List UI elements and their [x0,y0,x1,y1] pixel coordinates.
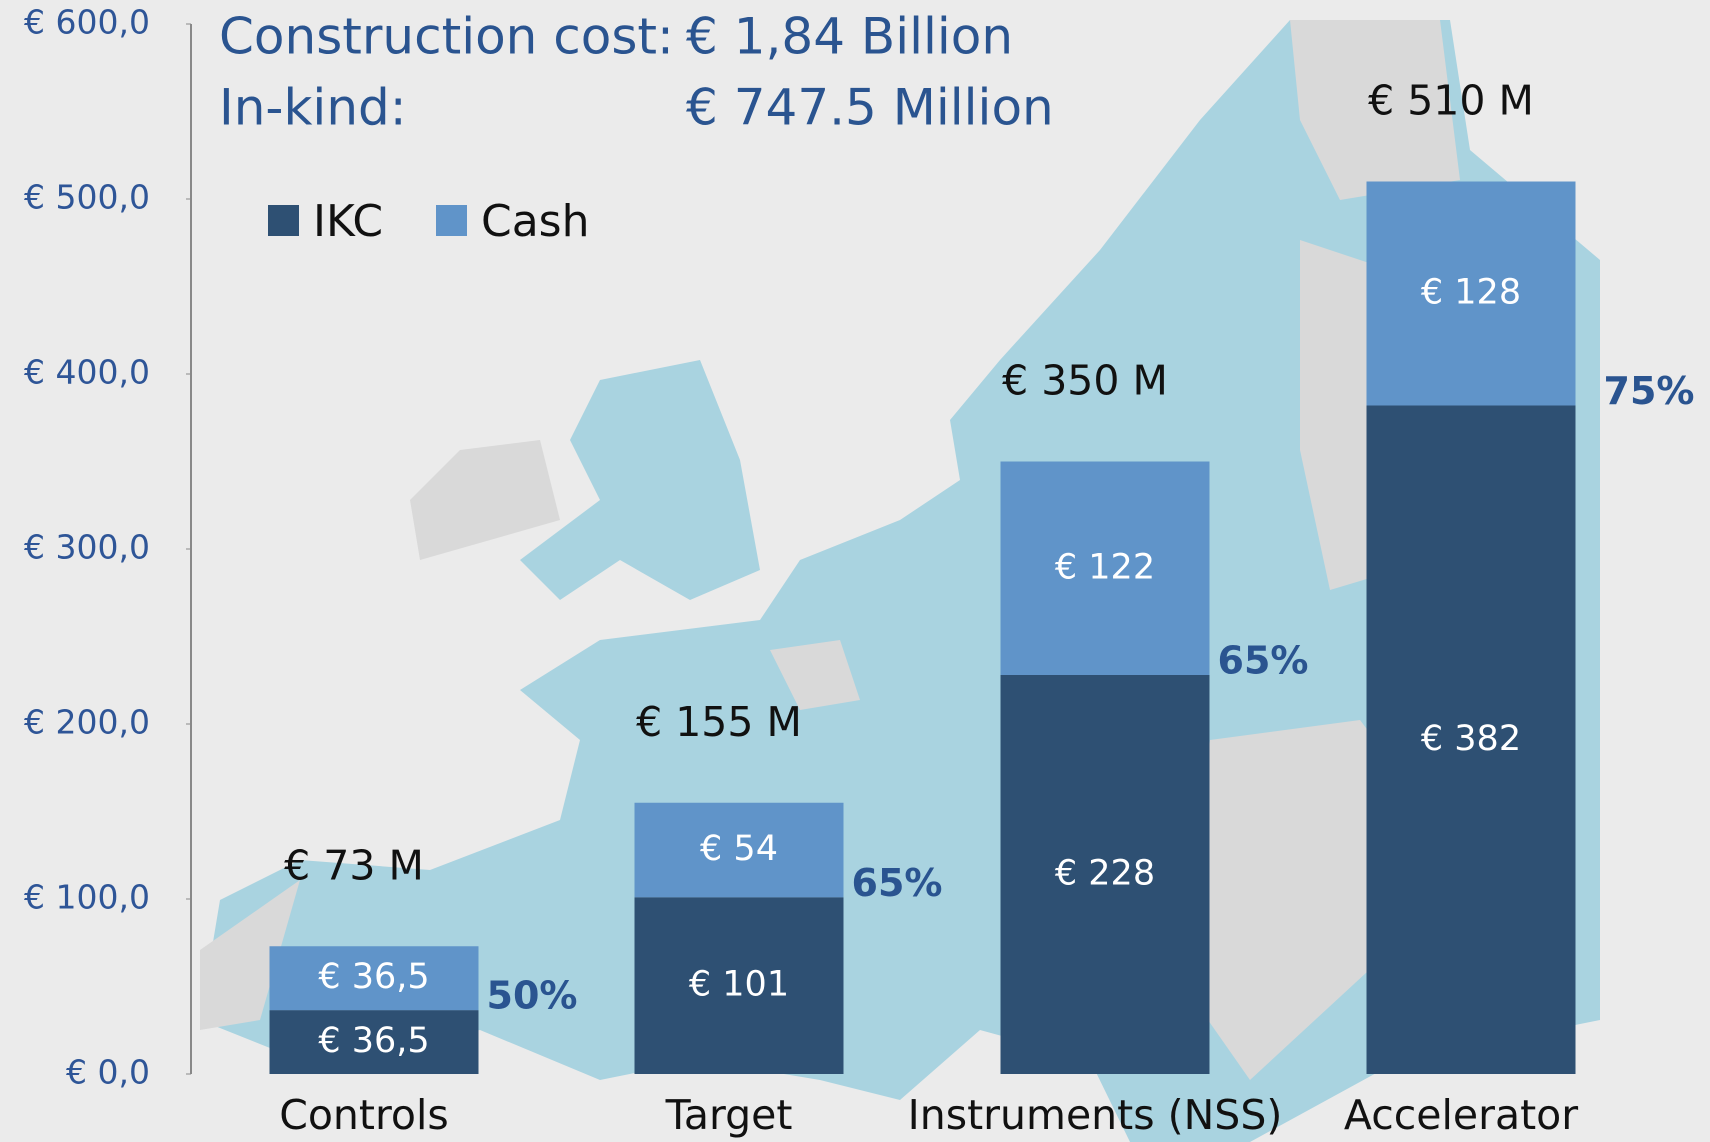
bar-segment [1366,181,1576,406]
segment-label: € 128 [1421,273,1521,313]
legend-swatch [436,205,467,236]
total-label: € 510 M [1368,77,1534,125]
bar-segment [269,1010,479,1074]
percent-label: 50% [487,974,578,1018]
bar-segment [1366,405,1576,1074]
header-label: In-kind: [219,79,407,137]
segment-label: € 36,5 [318,1021,429,1061]
bar-segment [1000,461,1210,675]
percent-label: 65% [1218,639,1309,683]
header-value: € 1,84 Billion [686,8,1013,66]
percent-label: 75% [1604,369,1695,413]
total-label: € 73 M [284,841,424,889]
x-tick-label: Accelerator [1344,1091,1578,1139]
y-tick-label: € 100,0 [24,878,150,917]
y-tick-label: € 0,0 [66,1053,150,1092]
percent-label: 65% [852,861,943,905]
bar-segment [634,897,844,1074]
segment-label: € 101 [689,965,789,1005]
x-tick-label: Target [665,1091,793,1139]
segment-label: € 54 [700,829,778,869]
total-label: € 155 M [636,698,802,746]
header-value: € 747.5 Million [686,79,1054,137]
header-label: Construction cost: [219,8,674,66]
segment-label: € 228 [1055,854,1155,894]
segment-label: € 382 [1421,719,1521,759]
segment-label: € 122 [1055,547,1155,587]
bar-segment [1000,675,1210,1074]
bar-segment [634,802,844,898]
y-tick-label: € 600,0 [24,3,150,42]
legend-swatch [268,205,299,236]
segment-label: € 36,5 [318,957,429,997]
y-tick-label: € 500,0 [24,178,150,217]
total-label: € 350 M [1002,357,1168,405]
y-tick-label: € 400,0 [24,353,150,392]
bar-segment [269,946,479,1011]
legend-label: IKC [313,196,383,247]
x-tick-label: Instruments (NSS) [908,1091,1283,1139]
x-tick-label: Controls [279,1091,449,1139]
legend-label: Cash [481,196,590,247]
y-tick-label: € 300,0 [24,528,150,567]
y-tick-label: € 200,0 [24,703,150,742]
